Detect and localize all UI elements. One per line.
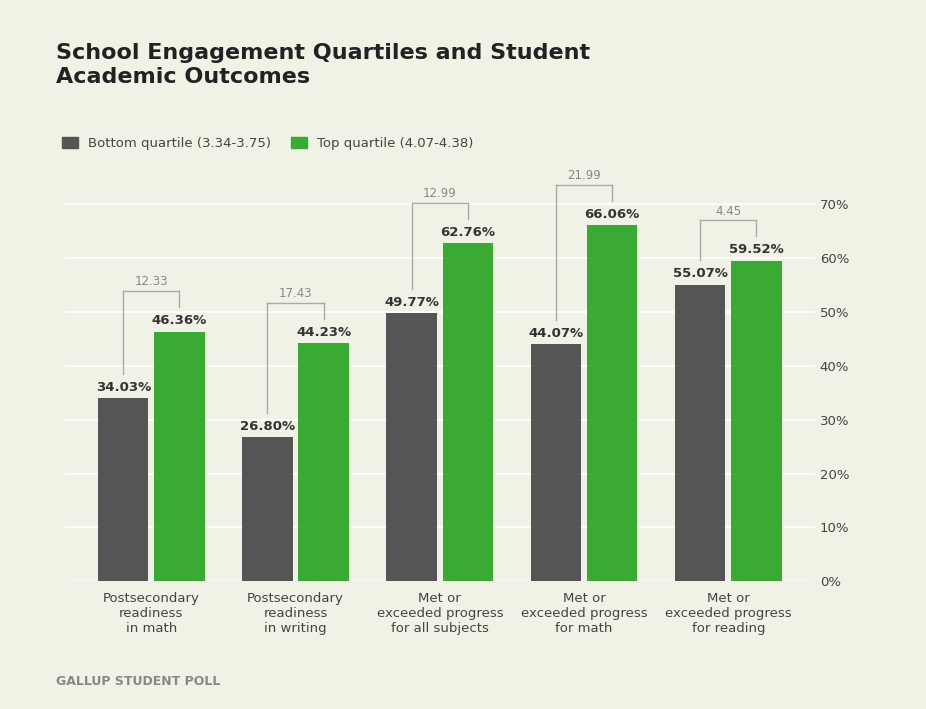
Text: 12.99: 12.99	[423, 187, 457, 200]
Bar	[98, 398, 148, 581]
Bar	[675, 284, 725, 581]
Text: School Engagement Quartiles and Student
Academic Outcomes: School Engagement Quartiles and Student …	[56, 43, 590, 87]
Text: 12.33: 12.33	[134, 276, 169, 289]
Bar	[386, 313, 437, 581]
Text: 26.80%: 26.80%	[240, 420, 295, 432]
Bar	[243, 437, 293, 581]
Text: 4.45: 4.45	[715, 205, 742, 218]
Text: 55.07%: 55.07%	[673, 267, 728, 280]
Text: 62.76%: 62.76%	[441, 226, 495, 239]
Text: GALLUP STUDENT POLL: GALLUP STUDENT POLL	[56, 675, 220, 688]
Text: 59.52%: 59.52%	[729, 243, 783, 257]
Text: 21.99: 21.99	[568, 169, 601, 182]
Text: 17.43: 17.43	[279, 287, 312, 300]
Text: 34.03%: 34.03%	[95, 381, 151, 393]
Bar	[732, 261, 782, 581]
Bar	[155, 332, 205, 581]
Text: 44.07%: 44.07%	[529, 327, 583, 340]
Text: 66.06%: 66.06%	[584, 208, 640, 221]
Text: 44.23%: 44.23%	[296, 325, 351, 339]
Legend: Bottom quartile (3.34-3.75), Top quartile (4.07-4.38): Bottom quartile (3.34-3.75), Top quartil…	[56, 131, 479, 155]
Text: 49.77%: 49.77%	[384, 296, 439, 309]
Bar	[587, 225, 637, 581]
Bar	[298, 343, 349, 581]
Bar	[531, 344, 582, 581]
Bar	[443, 243, 494, 581]
Text: 46.36%: 46.36%	[152, 314, 207, 328]
